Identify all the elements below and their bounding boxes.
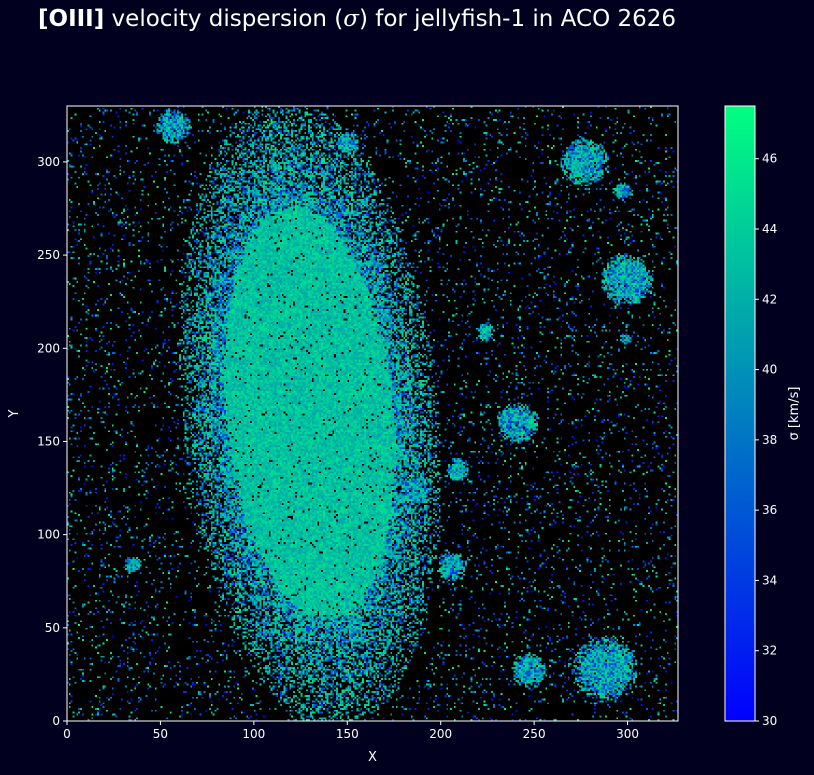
- x-tick-label: 0: [63, 727, 71, 741]
- y-tick-label: 250: [37, 248, 60, 262]
- colorbar-tick-label: 32: [762, 644, 777, 658]
- x-tick-label: 150: [336, 727, 359, 741]
- title-text-post: ) for jellyfish-1 in ACO 2626: [358, 6, 677, 32]
- colorbar-tick-label: 44: [762, 222, 777, 236]
- y-tick-label: 0: [52, 714, 60, 728]
- title-line-label: [OIII]: [38, 6, 105, 32]
- y-tick-label: 100: [37, 528, 60, 542]
- colorbar-gradient: [724, 105, 756, 722]
- colorbar-tick-label: 30: [762, 714, 777, 728]
- colorbar: 30 32 34 36 38 40 42 44 46 σ [km/s]: [724, 105, 802, 728]
- y-axis-label: Y: [7, 409, 22, 418]
- title-text-pre: velocity dispersion (: [104, 6, 344, 32]
- y-tick-label: 50: [45, 621, 60, 635]
- colorbar-ticks: 30 32 34 36 38 40 42 44 46: [755, 152, 777, 728]
- colorbar-tick-label: 36: [762, 503, 777, 517]
- x-tick-label: 200: [429, 727, 452, 741]
- x-tick-label: 300: [616, 727, 639, 741]
- colorbar-tick-label: 46: [762, 152, 777, 166]
- colorbar-label: σ [km/s]: [787, 387, 802, 441]
- title-sigma: σ: [343, 6, 359, 32]
- x-axis-label: X: [368, 750, 377, 765]
- y-tick-label: 300: [37, 155, 60, 169]
- x-tick-label: 100: [242, 727, 265, 741]
- y-tick-label: 200: [37, 341, 60, 355]
- chart-title: [OIII] velocity dispersion (σ) for jelly…: [38, 6, 676, 32]
- plot-area: [66, 105, 679, 722]
- colorbar-tick-label: 42: [762, 292, 777, 306]
- colorbar-tick-label: 38: [762, 433, 777, 447]
- colorbar-tick-label: 40: [762, 363, 777, 377]
- colorbar-tick-label: 34: [762, 573, 777, 587]
- x-axis: 0 50 100 150 200 250 300: [63, 721, 639, 741]
- y-axis: 0 50 100 150 200 250 300: [37, 155, 67, 728]
- y-tick-label: 150: [37, 434, 60, 448]
- x-tick-label: 50: [153, 727, 168, 741]
- x-tick-label: 250: [523, 727, 546, 741]
- heatmap-image: [67, 106, 678, 721]
- plot-frame: [66, 105, 679, 722]
